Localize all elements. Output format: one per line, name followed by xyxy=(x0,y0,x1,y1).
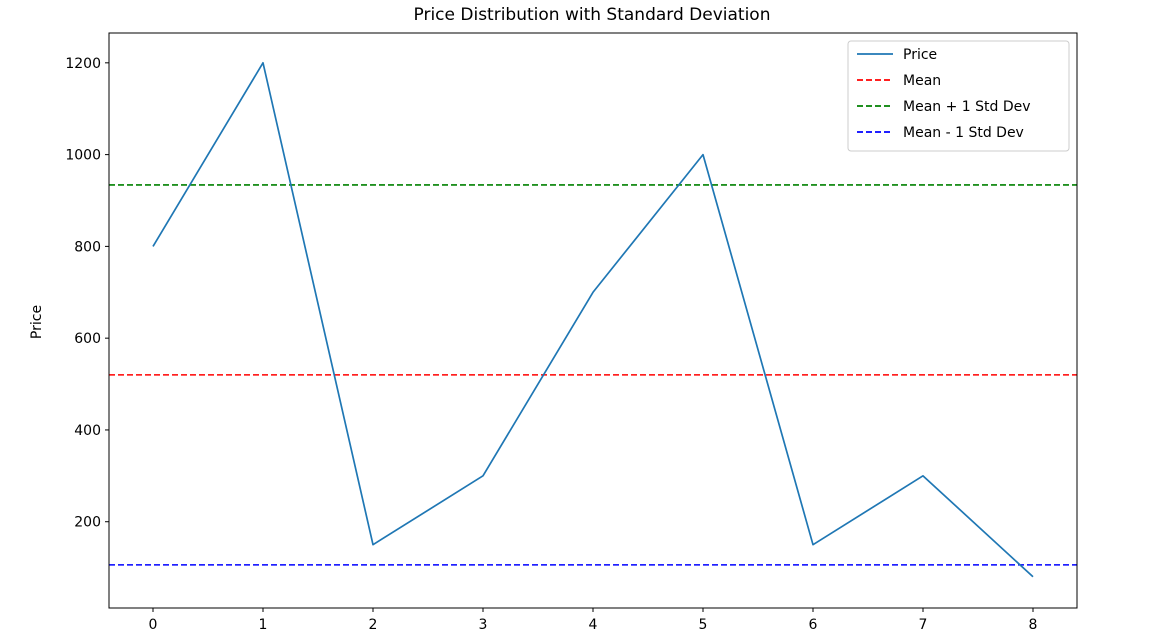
legend-label: Mean + 1 Std Dev xyxy=(903,99,1031,115)
y-axis-label: Price xyxy=(29,305,45,339)
x-tick-label: 6 xyxy=(809,617,818,633)
y-tick-label: 400 xyxy=(74,423,101,439)
series-line-price xyxy=(152,61,1034,578)
chart-title: Price Distribution with Standard Deviati… xyxy=(414,5,771,25)
plot-area xyxy=(109,61,1077,578)
x-tick-label: 1 xyxy=(259,617,268,633)
y-tick-label: 200 xyxy=(74,515,101,531)
x-tick-label: 3 xyxy=(479,617,488,633)
legend-label: Mean - 1 Std Dev xyxy=(903,125,1024,141)
x-tick-label: 7 xyxy=(919,617,928,633)
x-tick-label: 4 xyxy=(589,617,598,633)
y-tick-label: 1200 xyxy=(65,56,101,72)
axes: 0 1 2 3 4 5 6 7 8 200 400 600 800 1000 1200 xyxy=(65,56,1037,633)
legend-label: Mean xyxy=(903,73,941,89)
legend-box xyxy=(847,40,1070,152)
y-tick-label: 600 xyxy=(74,331,101,347)
legend: Price Mean Mean + 1 Std Dev Mean - 1 Std De… xyxy=(847,40,1070,152)
y-tick-label: 800 xyxy=(74,239,101,255)
legend-label: Price xyxy=(903,47,937,63)
x-tick-label: 0 xyxy=(149,617,158,633)
y-tick-label: 1000 xyxy=(65,148,101,164)
x-tick-label: 2 xyxy=(369,617,378,633)
x-tick-label: 8 xyxy=(1029,617,1038,633)
x-tick-label: 5 xyxy=(699,617,708,633)
